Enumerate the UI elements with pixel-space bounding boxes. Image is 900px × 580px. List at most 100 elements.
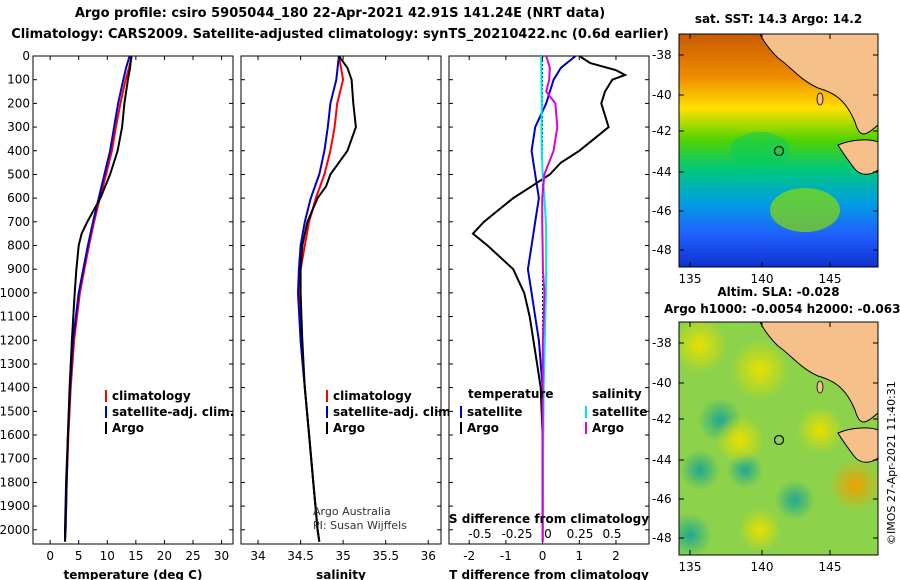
map-lat-label: -44 bbox=[652, 453, 672, 467]
map-lon-label: 135 bbox=[679, 272, 702, 286]
depth-tick-label: 1800 bbox=[0, 475, 30, 489]
depth-tick-label: 1200 bbox=[0, 333, 30, 347]
map-lat-label: -38 bbox=[652, 48, 672, 62]
map-lat-label: -40 bbox=[652, 376, 672, 390]
plot-frame bbox=[448, 55, 650, 545]
float-position-marker bbox=[773, 145, 785, 157]
legend-label: climatology bbox=[333, 389, 412, 403]
difference-chart: -2 -1 0 1 2 T difference from climatology temp… bbox=[448, 55, 650, 580]
map-axes: -38 -40 -42 -44 -46 -48 135 140 145 -38 -40 -42 -44 -… bbox=[652, 34, 878, 574]
depth-tick-label: 1600 bbox=[0, 428, 30, 442]
x-tick-label: 34 bbox=[250, 549, 265, 563]
legend-title-salinity: salinity bbox=[592, 387, 642, 401]
depth-tick-label: 1300 bbox=[0, 357, 30, 371]
depth-tick-label: 1000 bbox=[0, 286, 30, 300]
x-axis-label: T difference from climatology bbox=[449, 568, 649, 580]
depth-tick-label: 200 bbox=[7, 96, 30, 110]
x-axis-label-top: S difference from climatology bbox=[449, 512, 649, 526]
depth-tick-label: 2000 bbox=[0, 523, 30, 537]
x-tick-label: 0 bbox=[46, 549, 54, 563]
map-lat-label: -48 bbox=[652, 243, 672, 257]
map-lat-label: -44 bbox=[652, 165, 672, 179]
legend-swatch bbox=[585, 422, 587, 434]
depth-tick-label: 1500 bbox=[0, 404, 30, 418]
x-tick-top-label: -0.5 bbox=[468, 527, 491, 541]
x-tick-label: 30 bbox=[214, 549, 229, 563]
x-tick-label: 34.5 bbox=[287, 549, 314, 563]
legend-label: satellite-adj. clim. bbox=[112, 405, 234, 419]
x-tick-top-label: 0.25 bbox=[567, 527, 594, 541]
x-tick-label: 5 bbox=[75, 549, 83, 563]
x-tick-label: 36 bbox=[421, 549, 436, 563]
tasmania-land bbox=[837, 139, 878, 175]
depth-tick-label: 0 bbox=[22, 49, 30, 63]
depth-tick-label: 1100 bbox=[0, 310, 30, 324]
map-lat-label: -46 bbox=[652, 492, 672, 506]
legend-swatch bbox=[105, 390, 107, 402]
depth-tick-label: 700 bbox=[7, 215, 30, 229]
legend-swatch bbox=[460, 422, 462, 434]
depth-tick-label: 100 bbox=[7, 73, 30, 87]
map-lon-label: 135 bbox=[679, 560, 702, 574]
depth-tick-label: 800 bbox=[7, 239, 30, 253]
credit-label: ©IMOS 27-Apr-2021 11:40:31 bbox=[885, 381, 898, 545]
depth-tick-label: 1700 bbox=[0, 452, 30, 466]
x-tick-label: -1 bbox=[500, 549, 512, 563]
legend-swatch bbox=[326, 406, 328, 418]
legend-swatch bbox=[460, 406, 462, 418]
sla-map bbox=[679, 322, 878, 555]
map-lat-label: -46 bbox=[652, 204, 672, 218]
legend-swatch bbox=[105, 406, 107, 418]
map-lat-label: -42 bbox=[652, 412, 672, 426]
x-tick-label: 15 bbox=[128, 549, 143, 563]
x-tick-top-label: -0.25 bbox=[501, 527, 532, 541]
sla-title-line-2: Argo h1000: -0.0054 h2000: -0.063 bbox=[664, 302, 900, 316]
temperature-chart: 0100200300400500600700800900100011001200… bbox=[0, 49, 234, 580]
depth-tick-label: 300 bbox=[7, 120, 30, 134]
legend-label: satellite bbox=[592, 405, 647, 419]
x-tick-label: 25 bbox=[185, 549, 200, 563]
map-lat-label: -38 bbox=[652, 336, 672, 350]
x-tick-label: 0 bbox=[539, 549, 547, 563]
map-lon-label: 145 bbox=[819, 272, 842, 286]
x-tick-label: -2 bbox=[463, 549, 475, 563]
legend-swatch bbox=[326, 422, 328, 434]
x-tick-label: 35.5 bbox=[372, 549, 399, 563]
title-line-1: Argo profile: csiro 5905044_180 22-Apr-2… bbox=[74, 6, 606, 21]
depth-tick-label: 1900 bbox=[0, 499, 30, 513]
salinity-chart: 34 34.5 35 35.5 36 salinity climatology satelli… bbox=[240, 55, 455, 580]
map-lon-label: 140 bbox=[751, 272, 774, 286]
x-tick-top-label: 0.5 bbox=[602, 527, 621, 541]
sst-map bbox=[679, 34, 878, 267]
australia-land bbox=[759, 34, 878, 135]
legend-label: satellite-adj. clim. bbox=[333, 405, 455, 419]
float-position-marker-sla bbox=[773, 434, 785, 446]
legend-swatch bbox=[585, 406, 587, 418]
x-tick-label: 1 bbox=[575, 549, 583, 563]
x-tick-label: 10 bbox=[100, 549, 115, 563]
series-line-argo bbox=[64, 55, 133, 542]
x-axis-label: salinity bbox=[316, 568, 366, 580]
legend-label: Argo bbox=[112, 421, 144, 435]
depth-tick-label: 400 bbox=[7, 144, 30, 158]
plot-frame bbox=[240, 55, 442, 545]
x-tick-label: 2 bbox=[612, 549, 620, 563]
legend-label: Argo bbox=[333, 421, 365, 435]
map-lon-label: 140 bbox=[751, 560, 774, 574]
series-line-argo bbox=[299, 55, 357, 542]
legend-title-temperature: temperature bbox=[468, 387, 553, 401]
map-lat-label: -40 bbox=[652, 88, 672, 102]
map-lon-label: 145 bbox=[819, 560, 842, 574]
series-line-s-argo bbox=[541, 55, 559, 542]
x-tick-label: 35 bbox=[335, 549, 350, 563]
map-lat-label: -42 bbox=[652, 124, 672, 138]
x-axis-label: temperature (deg C) bbox=[64, 568, 203, 580]
depth-tick-label: 500 bbox=[7, 167, 30, 181]
credit-annotation: Argo Australia bbox=[313, 505, 391, 518]
legend-swatch bbox=[105, 422, 107, 434]
depth-tick-label: 900 bbox=[7, 262, 30, 276]
legend-label: Argo bbox=[467, 421, 499, 435]
sla-title-line-1: Altim. SLA: -0.028 bbox=[717, 285, 840, 299]
credit-annotation: PI: Susan Wijffels bbox=[313, 519, 407, 532]
